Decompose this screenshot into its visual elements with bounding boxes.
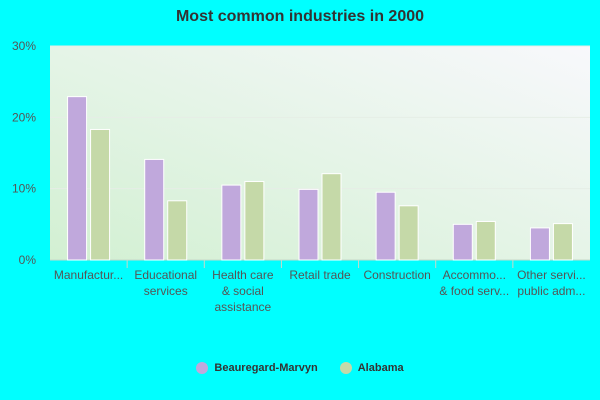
plot-area [50,46,590,260]
y-tick-label: 0% [19,253,37,267]
legend-label-series-1: Beauregard-Marvyn [214,362,318,374]
legend-swatch-series-2 [339,362,352,374]
x-tick-label-line: Retail trade [289,268,351,282]
bar-1 [144,158,165,261]
bar-2 [398,205,419,261]
y-tick-label: 10% [12,182,36,196]
bar-1 [67,96,88,261]
bar-2 [244,181,265,261]
legend-label-series-2: Alabama [357,362,404,374]
x-tick-label-line: Educational [134,268,197,282]
x-tick-label: Health care & social assistance [212,268,274,314]
y-tick-label: 30% [12,39,36,53]
x-tick-label-line: Construction [363,268,430,282]
bar-2 [90,128,111,261]
x-tick-label: Accommo... & food serv... [439,268,509,298]
bar-2 [167,200,188,261]
x-tick-label: Manufactur... [54,268,123,282]
x-tick-label-line: services [144,284,188,298]
x-tick-label-line: assistance [215,300,272,314]
bar-2 [321,173,342,261]
x-tick-label: Other servi... public adm... [517,268,586,298]
bar-1 [452,223,473,261]
x-tick-label-line: public adm... [517,284,585,298]
x-tick-label-line: Other servi... [517,268,586,282]
legend-item-series-2: Alabama [339,362,404,374]
y-tick-label: 20% [12,110,36,124]
x-tick-label: Educational services [134,268,197,298]
legend-item-series-1: Beauregard-Marvyn [196,362,318,374]
x-tick-label: Retail trade [289,268,351,282]
x-tick-label-line: Accommo... [443,268,506,282]
legend: Beauregard-Marvyn Alabama [0,362,600,374]
bar-1 [529,227,550,261]
chart-title: Most common industries in 2000 [175,8,425,25]
bar-1 [375,191,396,261]
x-tick-label-line: & social [222,284,264,298]
bar-1 [298,188,319,261]
bar-2 [552,223,573,261]
x-tick-label-line: Manufactur... [54,268,123,282]
x-tick-label: Construction [363,268,430,282]
x-tick-label-line: Health care [212,268,274,282]
legend-swatch-series-1 [196,362,209,374]
x-tick-label-line: & food serv... [439,284,509,298]
bar-1 [221,184,242,261]
bar-2 [475,220,496,261]
